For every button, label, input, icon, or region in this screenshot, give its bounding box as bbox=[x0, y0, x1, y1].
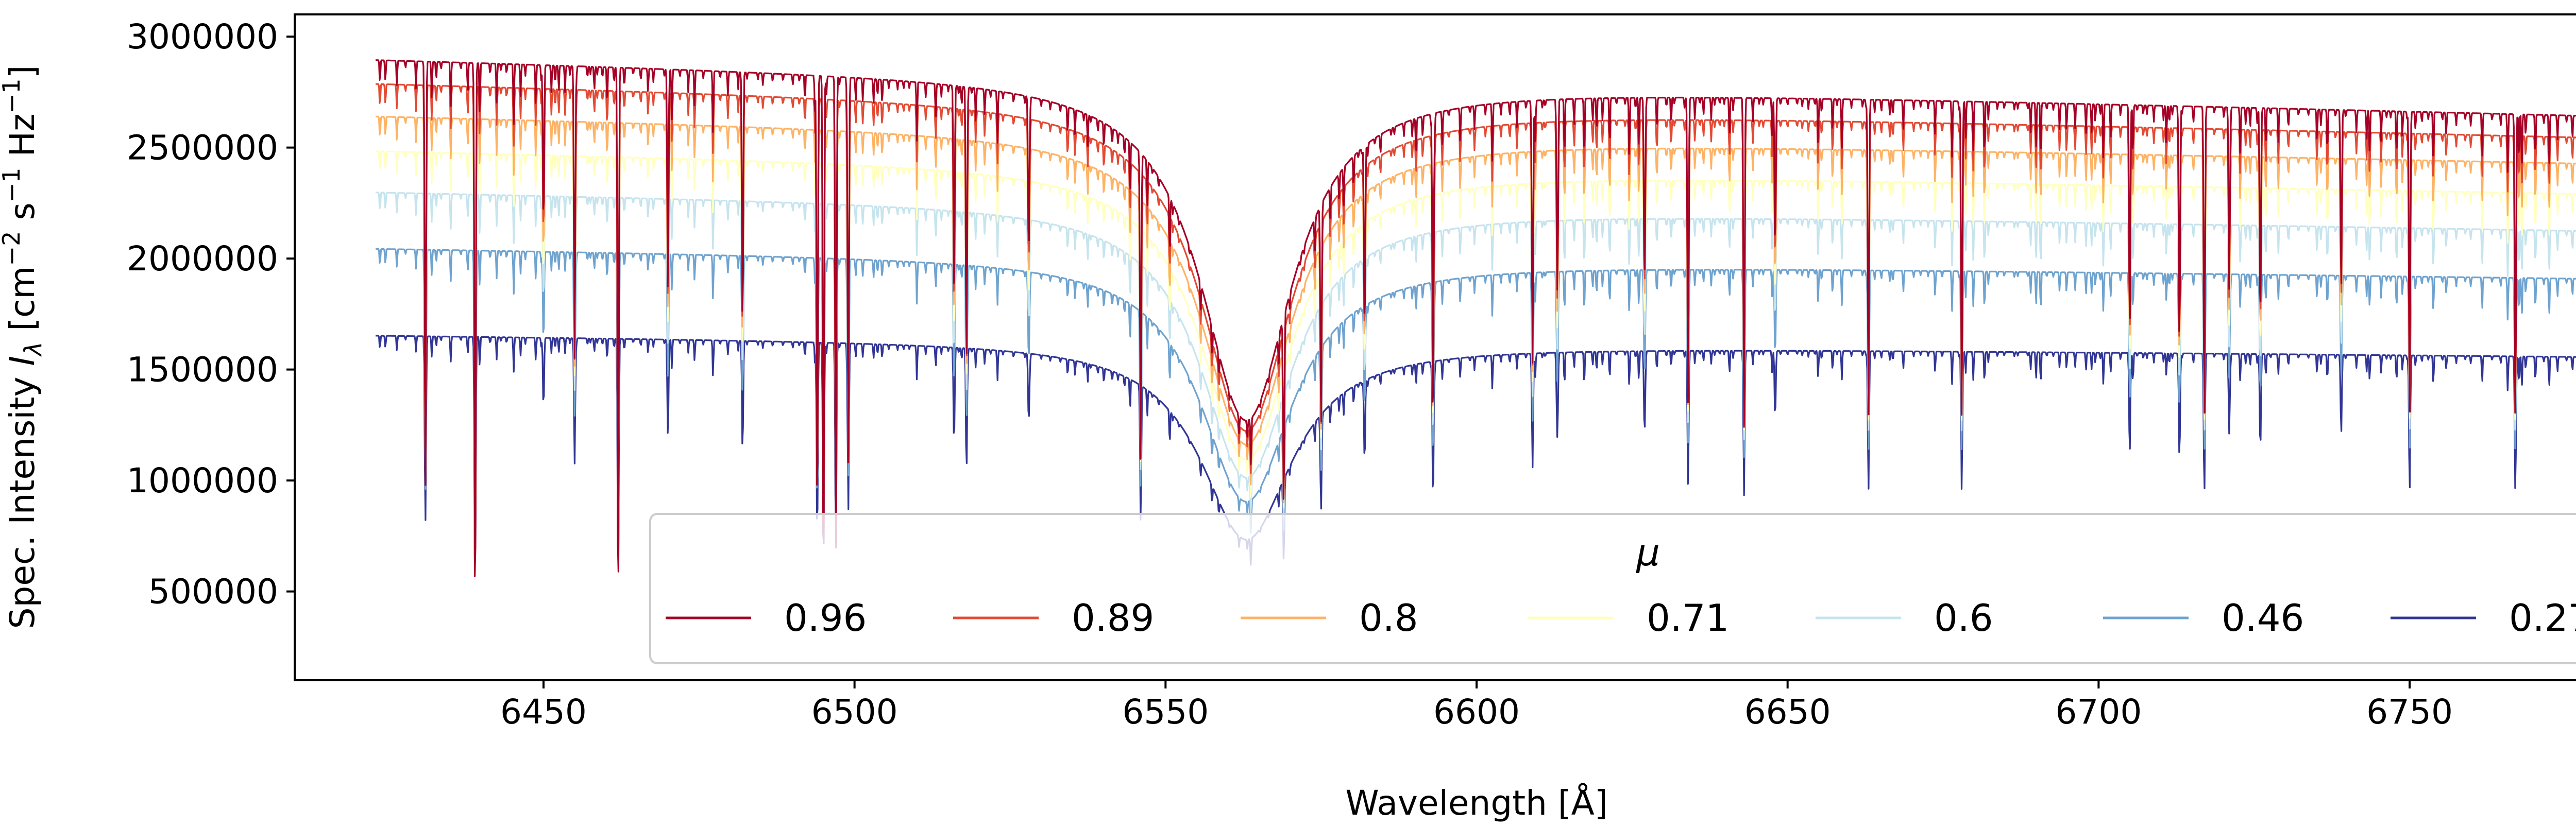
legend-label: 0.71 bbox=[1647, 596, 1729, 640]
legend-label: 0.6 bbox=[1934, 596, 1993, 640]
y-tick-label: 500000 bbox=[148, 572, 278, 612]
x-tick-label: 6550 bbox=[1122, 692, 1209, 732]
legend-frame bbox=[649, 513, 2576, 664]
series-layer bbox=[375, 59, 2576, 577]
legend-item-mu-0.89: 0.89 bbox=[953, 596, 1154, 640]
legend-label: 0.89 bbox=[1072, 596, 1154, 640]
y-axis-title-symbol-sub: λ bbox=[19, 342, 47, 357]
legend-label: 0.8 bbox=[1359, 596, 1418, 640]
legend-item-mu-0.71: 0.71 bbox=[1528, 596, 1729, 640]
x-tick-label: 6450 bbox=[500, 692, 587, 732]
series-line-mu-0.27 bbox=[375, 335, 2576, 566]
y-tick-label: 2500000 bbox=[127, 128, 278, 168]
series-line-mu-0.46 bbox=[375, 248, 2576, 539]
legend-item-mu-0.8: 0.8 bbox=[1241, 596, 1418, 640]
y-axis-title-symbol: I bbox=[3, 356, 42, 366]
legend-label: 0.46 bbox=[2222, 596, 2304, 640]
legend-item-mu-0.27: 0.27 bbox=[2391, 596, 2576, 640]
y-tick-label: 1500000 bbox=[127, 350, 278, 390]
y-axis-title-mid2: Hz bbox=[3, 113, 42, 167]
x-tick-label: 6750 bbox=[2366, 692, 2453, 732]
y-axis: 500000 1000000 1500000 2000000 2500000 300000… bbox=[127, 17, 295, 612]
legend-item-mu-0.46: 0.46 bbox=[2103, 596, 2304, 640]
y-axis-title-exp3: −1 bbox=[0, 78, 25, 113]
legend-title: μ bbox=[1636, 531, 1660, 574]
x-axis: 6450 6500 6550 6600 6650 6700 6750 bbox=[500, 680, 2453, 732]
y-tick-label: 3000000 bbox=[127, 17, 278, 57]
series-line-mu-0.71 bbox=[375, 150, 2576, 540]
legend-label: 0.96 bbox=[784, 596, 867, 640]
x-tick-label: 6650 bbox=[1744, 692, 1831, 732]
series-line-mu-0.6 bbox=[375, 192, 2576, 536]
y-tick-label: 2000000 bbox=[127, 239, 278, 279]
y-tick-label: 1000000 bbox=[127, 461, 278, 501]
x-tick-label: 6500 bbox=[811, 692, 898, 732]
y-axis-title-prefix: Spec. Intensity bbox=[3, 366, 42, 629]
x-axis-title: Wavelength [Å] bbox=[1345, 783, 1607, 823]
y-axis-title-mid1: s bbox=[3, 202, 42, 231]
y-axis-title-unit-close: ] bbox=[3, 65, 42, 79]
y-axis-title-unit-open: [cm bbox=[3, 266, 42, 341]
legend-label: 0.27 bbox=[2509, 596, 2576, 640]
legend-item-mu-0.6: 0.6 bbox=[1816, 596, 1993, 640]
legend: μ 0.96 0.89 0.8 0.71 0.6 0.46 0.27 bbox=[649, 513, 2576, 664]
y-axis-title-exp2: −1 bbox=[0, 167, 25, 202]
legend-item-mu-0.96: 0.96 bbox=[666, 596, 867, 640]
x-tick-label: 6700 bbox=[2055, 692, 2142, 732]
y-axis-title: Spec. Intensity Iλ [cm−2 s−1 Hz−1] bbox=[0, 65, 47, 629]
x-tick-label: 6600 bbox=[1433, 692, 1520, 732]
y-axis-title-exp1: −2 bbox=[0, 231, 25, 266]
series-line-mu-0.96 bbox=[375, 59, 2576, 577]
legend-items: 0.96 0.89 0.8 0.71 0.6 0.46 0.27 bbox=[666, 596, 2576, 640]
